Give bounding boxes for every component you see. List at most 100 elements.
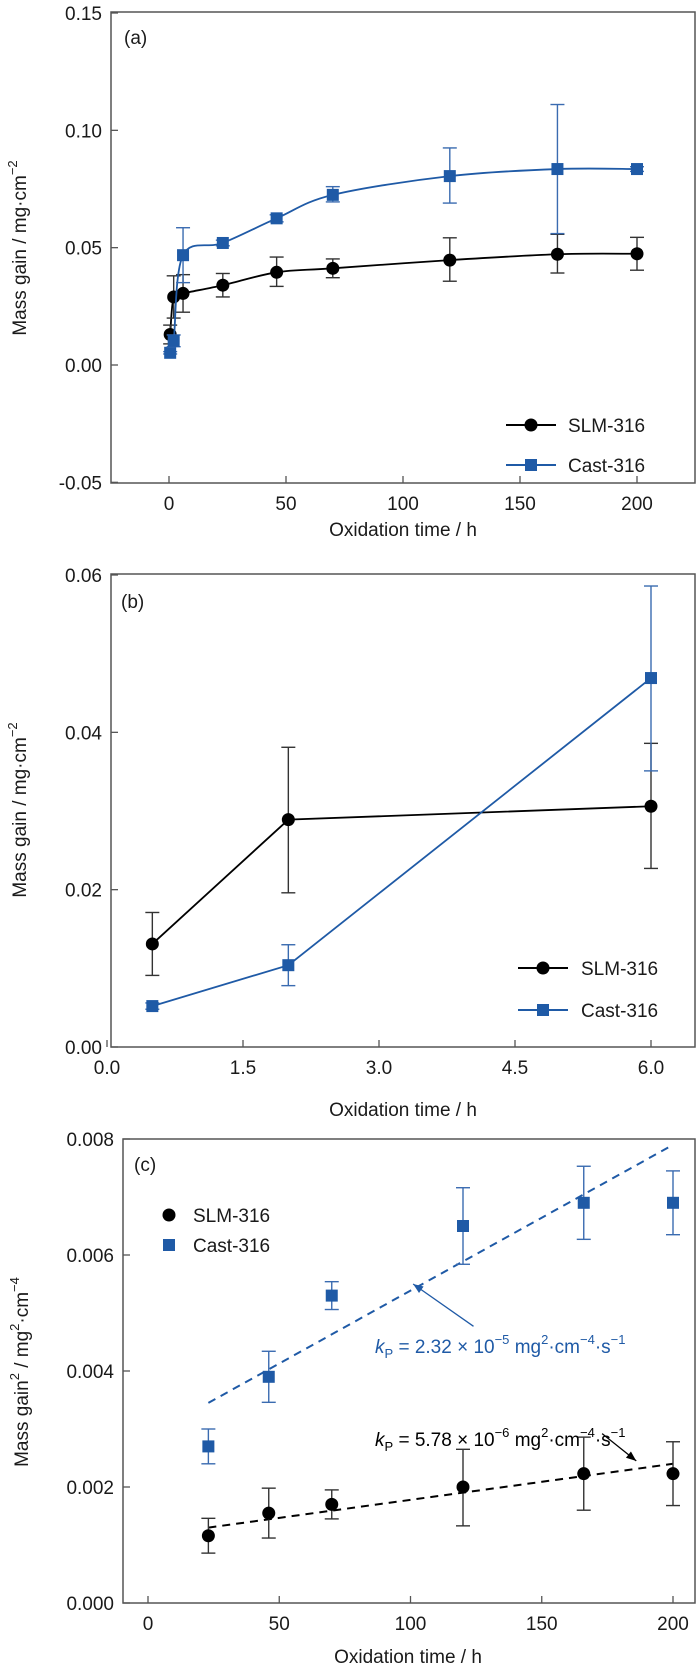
y-axis-title: Mass gain2 / mg2·cm−4: [7, 1277, 33, 1467]
data-point-cast: [326, 188, 339, 201]
series-line-cast: [169, 167, 638, 354]
x-tick-label: 200: [621, 494, 653, 515]
fit-line-slm: [208, 1462, 674, 1529]
y-tick-label: 0.05: [65, 239, 102, 260]
annotation-arrowhead-cast: [413, 1284, 424, 1294]
y-tick-label: -0.05: [59, 473, 102, 494]
y-tick-label: 0.02: [65, 881, 102, 902]
y-tick-label: 0.15: [65, 4, 102, 25]
x-tick-label: 0: [143, 1614, 154, 1635]
data-point-cast: [282, 959, 295, 972]
fit-line-cast: [207, 1143, 674, 1404]
y-tick-label: 0.006: [66, 1246, 114, 1267]
x-tick-label: 150: [504, 494, 536, 515]
data-point-slm: [630, 247, 644, 261]
data-point-slm: [550, 247, 564, 261]
data-point-slm: [145, 937, 159, 951]
data-point-cast: [325, 1289, 338, 1302]
data-point-slm: [270, 265, 284, 279]
data-point-cast: [216, 236, 229, 249]
series-line-slm: [169, 252, 638, 335]
data-point-cast: [167, 334, 180, 347]
data-point-cast: [262, 1370, 275, 1383]
y-tick-label: 0.06: [65, 566, 102, 587]
data-point-cast: [667, 1196, 679, 1209]
legend-label-cast: Cast-316: [193, 1236, 270, 1257]
x-axis-title: Oxidation time / h: [329, 1100, 477, 1121]
kp-annotation-slm: kP = 5.78 × 10−6 mg2·cm−4·s−1: [375, 1425, 625, 1454]
legend-marker-slm: [162, 1208, 176, 1222]
panel-label: (b): [121, 592, 144, 613]
panel-label: (a): [124, 28, 147, 49]
legend-marker-slm: [524, 418, 538, 432]
chart-panel-b: 0.0 1.5 3.0 4.5 6.0 0.00 0.02 0.04 0.06 (b) Oxid…: [5, 566, 696, 1121]
y-tick-label: 0.04: [65, 723, 102, 744]
x-axis-title: Oxidation time / h: [334, 1647, 482, 1666]
plot-frame: [110, 11, 696, 484]
legend-marker-cast: [163, 1239, 175, 1251]
series-line-cast: [152, 677, 652, 1007]
legend: SLM-316 Cast-316: [162, 1206, 270, 1257]
x-tick-label: 50: [269, 1614, 290, 1635]
annotations: kP = 2.32 × 10−5 mg2·cm−4·s−1 kP = 5.78 …: [375, 1332, 625, 1454]
x-tick-label: 1.5: [230, 1058, 256, 1079]
data-point-cast: [202, 1440, 215, 1453]
x-tick-label: 0.0: [94, 1058, 120, 1079]
legend-marker-cast: [537, 1004, 549, 1016]
data-point-cast: [146, 1000, 159, 1013]
legend-marker-slm: [536, 961, 550, 975]
legend-label-cast: Cast-316: [581, 1001, 658, 1022]
x-tick-label: 150: [526, 1614, 558, 1635]
data-point-slm: [201, 1529, 215, 1543]
data-point-cast: [551, 163, 564, 176]
y-tick-label: 0.000: [66, 1594, 114, 1615]
annotation-arrow-cast: [412, 1283, 474, 1327]
annotation-arrowhead-slm: [625, 1451, 637, 1461]
data-point-slm: [577, 1467, 591, 1481]
data-point-slm: [216, 278, 230, 292]
data-point-cast: [645, 672, 657, 685]
x-tick-label: 6.0: [638, 1058, 664, 1079]
y-axis-title: Mass gain / mg·cm−2: [5, 160, 31, 335]
y-tick-label: 0.004: [66, 1362, 114, 1383]
kp-annotation-cast: kP = 2.32 × 10−5 mg2·cm−4·s−1: [375, 1332, 625, 1361]
data-point-slm: [262, 1506, 276, 1520]
panel-label: (c): [134, 1155, 156, 1176]
data-point-cast: [577, 1196, 590, 1209]
y-axis-title: Mass gain / mg·cm−2: [5, 722, 31, 897]
chart-panel-a: 0 50 100 150 200 -0.05 0.00 0.05 0.10 0.15 (a) Ox…: [5, 4, 696, 541]
x-tick-label: 100: [395, 1614, 427, 1635]
y-tick-label: 0.002: [66, 1478, 114, 1499]
x-tick-label: 100: [387, 494, 419, 515]
x-tick-label: 4.5: [502, 1058, 528, 1079]
data-point-slm: [325, 1497, 339, 1511]
legend-label-slm: SLM-316: [568, 416, 645, 437]
data-point-cast: [631, 163, 643, 176]
y-tick-label: 0.00: [65, 356, 102, 377]
data-point-slm: [281, 813, 295, 827]
y-tick-label: 0.00: [65, 1038, 102, 1059]
data-point-cast: [270, 212, 283, 225]
legend-label-slm: SLM-316: [193, 1206, 270, 1227]
data-point-slm: [176, 286, 190, 300]
x-tick-label: 3.0: [366, 1058, 392, 1079]
plot-frame: [110, 573, 696, 1048]
y-tick-label: 0.10: [65, 121, 102, 142]
data-point-cast: [177, 249, 190, 262]
x-axis-title: Oxidation time / h: [329, 520, 477, 541]
data-point-cast: [457, 1220, 469, 1232]
data-point-cast: [443, 170, 456, 183]
legend-label-slm: SLM-316: [581, 959, 658, 980]
x-tick-label: 0: [164, 494, 175, 515]
data-point-slm: [456, 1480, 470, 1494]
chart-panel-c: 0 50 100 150 200 0.000 0.002 0.004 0.006 0.008 (c…: [7, 1130, 696, 1666]
data-point-slm: [326, 261, 340, 275]
x-tick-label: 200: [657, 1614, 689, 1635]
data-point-slm: [443, 253, 457, 267]
y-tick-label: 0.008: [66, 1130, 114, 1151]
data-point-slm: [666, 1467, 680, 1481]
legend: SLM-316 Cast-316: [518, 959, 658, 1022]
data-point-slm: [644, 799, 658, 813]
data-point-cast: [164, 346, 177, 359]
